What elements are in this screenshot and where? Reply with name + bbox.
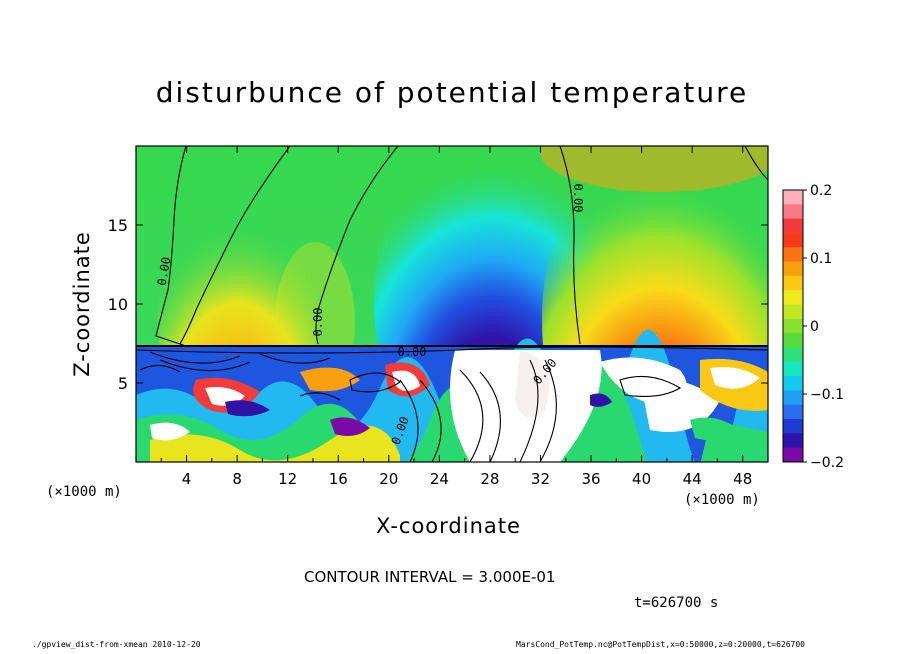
x-tick-label: 8 — [232, 470, 242, 488]
colorbar-swatch — [783, 318, 803, 334]
z-axis-label: Z-coordinate — [70, 231, 94, 377]
colorbar-tick-label: 0 — [810, 319, 819, 335]
x-tick-label: 48 — [733, 470, 752, 488]
z-ticks: 5 10 15 — [108, 216, 768, 393]
colorbar-swatch — [783, 232, 803, 248]
colorbar-tick-label: 0.2 — [810, 183, 832, 199]
chart-title: disturbunce of potential temperature — [155, 76, 749, 109]
contour-label: 0.00 — [571, 184, 585, 213]
x-tick-label: 40 — [632, 470, 651, 488]
colorbar: 0.2 0.1 0 −0.1 −0.2 — [782, 183, 844, 471]
x-ticks: 4 8 12 16 20 24 28 32 36 40 44 48 — [160, 146, 752, 488]
colorbar-tick-label: −0.1 — [810, 387, 844, 403]
contour-label: 0.00 — [155, 256, 174, 287]
contour-label: 0.00 — [311, 308, 325, 337]
colorbar-swatch — [783, 433, 803, 449]
colorbar-swatch — [783, 247, 803, 263]
colorbar-swatch — [783, 204, 803, 220]
footer-left: ./gpview_dist-from-xmean 2010-12-20 — [32, 640, 201, 649]
x-tick-label: 44 — [683, 470, 702, 488]
colorbar-swatch — [783, 275, 803, 291]
colorbar-swatch — [783, 447, 803, 463]
contour-interval: CONTOUR INTERVAL = 3.000E-01 — [304, 568, 556, 586]
z-unit-label: (×1000 m) — [46, 484, 122, 500]
x-tick-label: 36 — [581, 470, 600, 488]
colorbar-swatch — [783, 333, 803, 348]
colorbar-swatch — [783, 376, 803, 391]
footer-right: MarsCond_PotTemp.nc@PotTempDist,x=0:5000… — [516, 640, 805, 649]
x-tick-label: 12 — [278, 470, 297, 488]
x-unit-label: (×1000 m) — [684, 492, 760, 508]
x-tick-label: 32 — [531, 470, 550, 488]
colorbar-swatch — [783, 290, 803, 306]
colorbar-swatch — [783, 304, 803, 320]
colorbar-swatch — [783, 361, 803, 377]
colorbar-swatch — [783, 218, 803, 234]
colorbar-swatch — [783, 390, 803, 406]
colorbar-tick-label: −0.2 — [810, 455, 844, 471]
heatmap-field — [136, 146, 768, 462]
x-axis-label: X-coordinate — [376, 514, 521, 538]
z-tick-label: 15 — [108, 216, 128, 235]
x-tick-label: 20 — [379, 470, 398, 488]
colorbar-swatch — [783, 261, 803, 277]
colorbar-tick-label: 0.1 — [810, 251, 832, 267]
colorbar-swatch — [783, 419, 803, 434]
x-tick-label: 4 — [182, 470, 192, 488]
turbulent-layer — [136, 329, 768, 462]
x-tick-label: 28 — [480, 470, 499, 488]
z-tick-label: 5 — [118, 374, 128, 393]
colorbar-swatch — [783, 190, 803, 205]
x-tick-label: 24 — [430, 470, 449, 488]
contour-lines — [136, 146, 768, 462]
z-tick-label: 10 — [108, 295, 128, 314]
colorbar-swatch — [783, 404, 803, 420]
time-label: t=626700 s — [634, 595, 719, 611]
colorbar-swatch — [783, 347, 803, 363]
contour-label: 0.00 — [398, 345, 427, 359]
x-tick-label: 16 — [329, 470, 348, 488]
